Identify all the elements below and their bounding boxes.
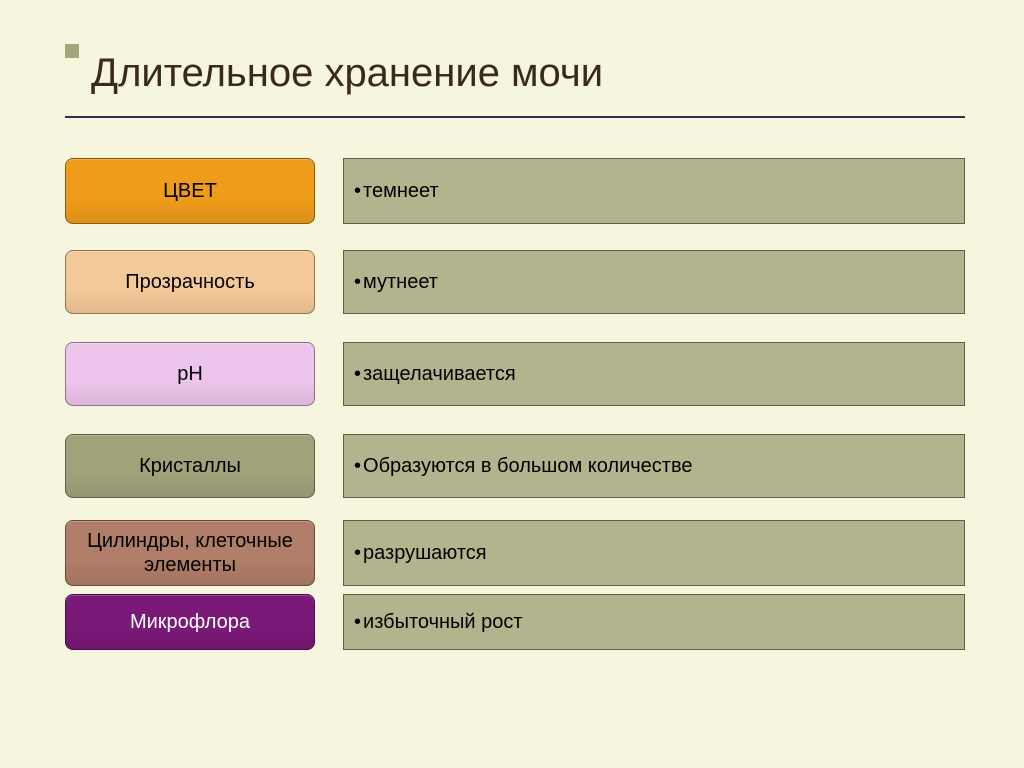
slide-title: Длительное хранение мочи: [91, 51, 603, 96]
property-label: рН: [65, 342, 315, 406]
slide: Длительное хранение мочи ЦВЕТ•темнеетПро…: [0, 0, 1024, 768]
property-description: •темнеет: [343, 158, 965, 224]
bullet-icon: •: [354, 542, 361, 565]
bullet-icon: •: [354, 271, 361, 294]
title-underline: [65, 116, 965, 118]
property-description-text: избыточный рост: [363, 611, 523, 634]
bullet-icon: •: [354, 363, 361, 386]
property-description-text: темнеет: [363, 180, 439, 203]
bullet-icon: •: [354, 611, 361, 634]
property-description: •мутнеет: [343, 250, 965, 314]
row: ЦВЕТ •темнеет: [65, 158, 965, 224]
property-label: Кристаллы: [65, 434, 315, 498]
property-description-text: мутнеет: [363, 271, 438, 294]
property-description: •защелачивается: [343, 342, 965, 406]
row: Кристаллы •Образуются в большом количеств…: [65, 434, 965, 498]
row: Микрофлора •избыточный рост: [65, 594, 965, 650]
property-label: Прозрачность: [65, 250, 315, 314]
content-area: ЦВЕТ•темнеетПрозрачность•мутнеетрН•защел…: [65, 158, 965, 650]
property-description: •избыточный рост: [343, 594, 965, 650]
property-label: Микрофлора: [65, 594, 315, 650]
property-description-text: защелачивается: [363, 363, 516, 386]
property-description: •Образуются в большом количестве: [343, 434, 965, 498]
bullet-icon: •: [354, 455, 361, 478]
property-description: •разрушаются: [343, 520, 965, 586]
title-bullet-icon: [65, 44, 79, 58]
row: рН •защелачивается: [65, 342, 965, 406]
property-description-text: разрушаются: [363, 542, 487, 565]
row: Прозрачность •мутнеет: [65, 250, 965, 314]
property-description-text: Образуются в большом количестве: [363, 455, 692, 478]
bullet-icon: •: [354, 180, 361, 203]
row: Цилиндры, клеточные элементы •разрушаются: [65, 520, 965, 586]
property-label: Цилиндры, клеточные элементы: [65, 520, 315, 586]
title-block: Длительное хранение мочи: [65, 44, 603, 96]
property-label: ЦВЕТ: [65, 158, 315, 224]
